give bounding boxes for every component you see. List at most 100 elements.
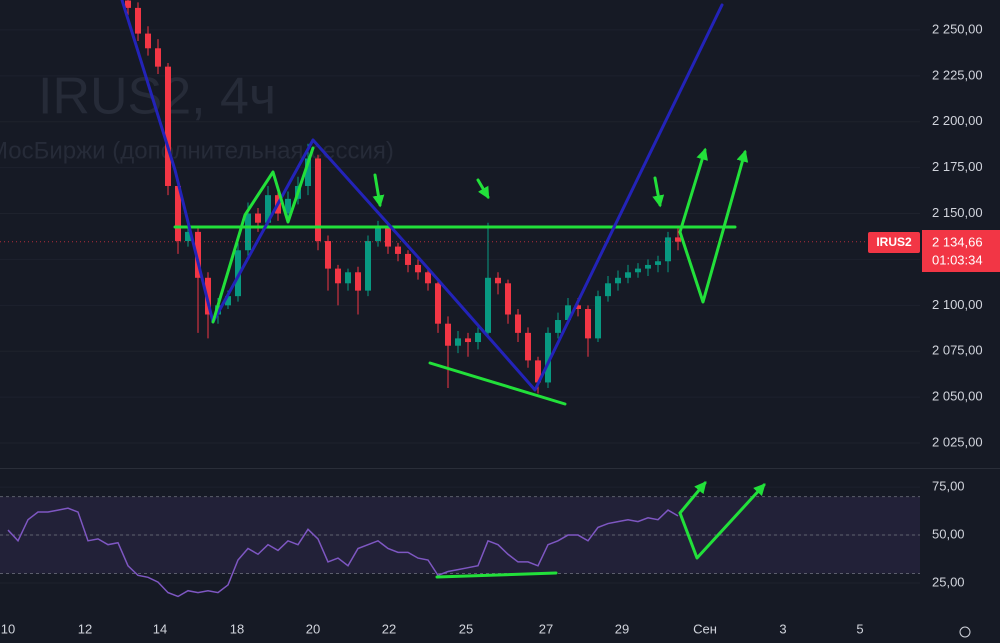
candle-body bbox=[315, 158, 321, 242]
plot-area bbox=[0, 0, 920, 598]
candle-body bbox=[485, 277, 491, 333]
candle-body bbox=[345, 272, 351, 284]
candle-body bbox=[165, 66, 171, 186]
arrow bbox=[678, 149, 749, 304]
x-tick-label: 25 bbox=[459, 621, 473, 636]
x-tick-label: 14 bbox=[153, 621, 167, 636]
candle-body bbox=[575, 305, 581, 310]
candle-body bbox=[395, 246, 401, 254]
watermark-subtitle: МосБиржи (дополнительная сессия) bbox=[0, 137, 394, 164]
candle-body bbox=[175, 185, 181, 242]
candle-body bbox=[195, 231, 201, 278]
candle-body bbox=[505, 283, 511, 315]
candle-body bbox=[375, 228, 381, 242]
candle-body bbox=[655, 261, 661, 265]
candle-body bbox=[255, 213, 261, 223]
x-tick-label: 20 bbox=[306, 621, 320, 636]
x-tick-label: 22 bbox=[382, 621, 396, 636]
y-tick-label: 2 100,00 bbox=[932, 297, 983, 312]
y-tick-label: 2 175,00 bbox=[932, 159, 983, 174]
y-tick-label: 2 225,00 bbox=[932, 67, 983, 82]
candle-body bbox=[495, 277, 501, 284]
last-price-label: 2 134,66 bbox=[932, 234, 983, 249]
settings-icon[interactable] bbox=[959, 626, 971, 638]
rsi-band bbox=[0, 496, 920, 574]
candle-body bbox=[475, 332, 481, 343]
divergence-line bbox=[435, 571, 558, 579]
candle-body bbox=[465, 338, 471, 343]
candle-body bbox=[425, 272, 431, 284]
candle-body bbox=[265, 195, 271, 223]
candle-body bbox=[305, 158, 311, 186]
last-price-tag bbox=[922, 230, 1000, 272]
candle-body bbox=[125, 0, 131, 8]
candle-body bbox=[615, 277, 621, 284]
candle-body bbox=[555, 320, 561, 333]
symbol-label: IRUS2 bbox=[876, 235, 912, 249]
candle-body bbox=[515, 314, 521, 333]
arrow bbox=[678, 481, 707, 515]
countdown: 01:03:34 bbox=[932, 252, 983, 267]
candle-body bbox=[565, 305, 571, 321]
candle-body bbox=[585, 309, 591, 339]
candle-body bbox=[445, 323, 451, 346]
symbol-tag bbox=[868, 232, 920, 253]
candle-body bbox=[535, 360, 541, 383]
y-tick-label: 2 200,00 bbox=[932, 113, 983, 128]
candle-body bbox=[545, 332, 551, 383]
candle-body bbox=[635, 268, 641, 273]
candle-body bbox=[415, 264, 421, 273]
candle-body bbox=[605, 283, 611, 297]
x-tick-label: 27 bbox=[539, 621, 553, 636]
x-tick-label: 12 bbox=[78, 621, 92, 636]
x-tick-label: 18 bbox=[230, 621, 244, 636]
x-tick-label: Сен bbox=[693, 621, 717, 636]
candle-body bbox=[455, 338, 461, 346]
candle-body bbox=[365, 241, 371, 291]
candle-body bbox=[185, 231, 191, 242]
y-tick-label: 2 250,00 bbox=[932, 21, 983, 36]
candle-body bbox=[285, 198, 291, 214]
arrow bbox=[476, 178, 490, 200]
y-tick-label: 2 075,00 bbox=[932, 343, 983, 358]
candle-body bbox=[385, 228, 391, 247]
arrow bbox=[372, 173, 385, 208]
y-tick-label: 50,00 bbox=[932, 526, 965, 541]
rsi-line bbox=[7, 507, 679, 598]
candle-body bbox=[155, 48, 161, 67]
x-tick-label: 5 bbox=[856, 621, 863, 636]
arrow bbox=[678, 483, 766, 560]
x-tick-label: 29 bbox=[615, 621, 629, 636]
candle-body bbox=[225, 296, 231, 306]
x-tick-label: 10 bbox=[1, 621, 15, 636]
price-labels: IRUS2 2 134,66 01:03:34 bbox=[868, 230, 1000, 272]
candle-body bbox=[355, 272, 361, 291]
candle-body bbox=[625, 272, 631, 278]
y-tick-label: 2 150,00 bbox=[932, 205, 983, 220]
arrow bbox=[678, 147, 708, 234]
candle-body bbox=[675, 237, 681, 242]
candle-body bbox=[245, 213, 251, 251]
y-tick-label: 2 050,00 bbox=[932, 389, 983, 404]
annotations bbox=[120, 0, 766, 579]
wave-line bbox=[120, 0, 724, 392]
candle-body bbox=[325, 241, 331, 269]
wave-line-small bbox=[211, 146, 315, 324]
candle-body bbox=[595, 296, 601, 339]
candle-body bbox=[405, 253, 411, 265]
y-tick-label: 25,00 bbox=[932, 574, 965, 589]
candle-body bbox=[135, 7, 141, 34]
candle-body bbox=[525, 332, 531, 361]
y-tick-label: 75,00 bbox=[932, 479, 965, 494]
arrow bbox=[652, 176, 665, 208]
candle-body bbox=[665, 237, 671, 262]
candle-body bbox=[645, 264, 651, 269]
y-tick-label: 2 025,00 bbox=[932, 434, 983, 449]
divergence-line bbox=[428, 361, 567, 406]
x-tick-label: 3 bbox=[779, 621, 786, 636]
candle-body bbox=[435, 283, 441, 324]
candle-body bbox=[145, 33, 151, 49]
candle-body bbox=[335, 268, 341, 284]
candle-body bbox=[235, 250, 241, 297]
